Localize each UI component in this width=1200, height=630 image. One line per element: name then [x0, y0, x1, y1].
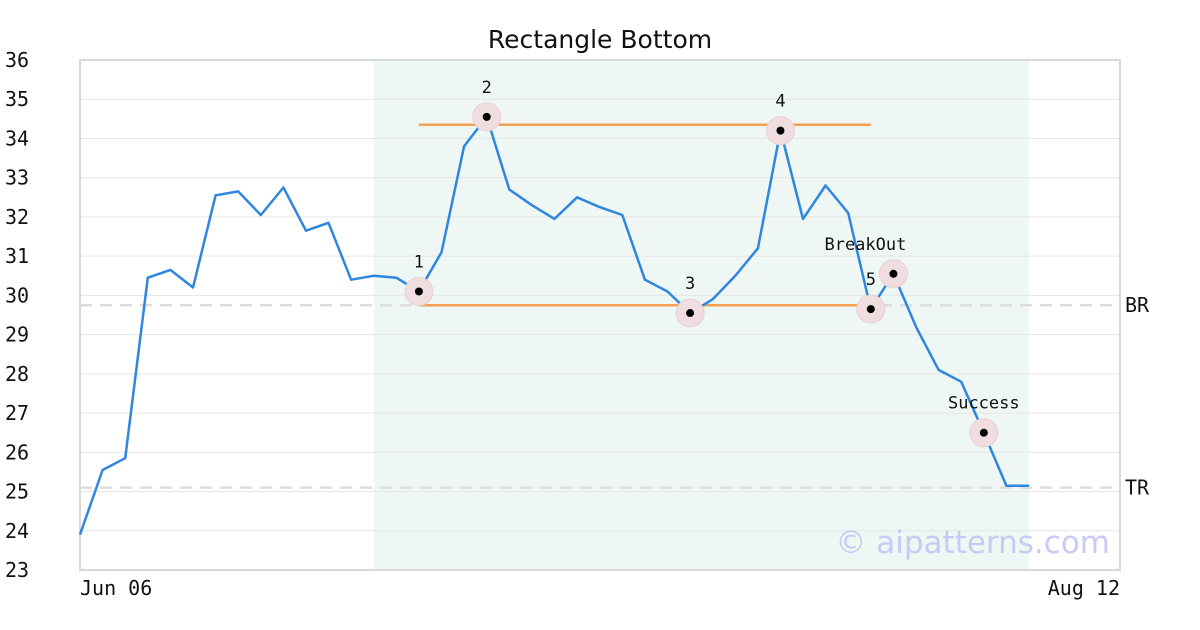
x-axis-ticks: Jun 06 Aug 12 — [80, 576, 1120, 600]
marker-dot — [776, 126, 785, 135]
reference-label-br: BR — [1125, 293, 1150, 317]
y-tick-label: 29 — [5, 323, 29, 347]
marker-dot — [979, 428, 988, 437]
chart-title: Rectangle Bottom — [488, 25, 712, 54]
y-axis-ticks: 23 24 25 26 27 28 29 30 31 32 33 34 35 36 — [5, 48, 29, 582]
plot-frame — [79, 59, 1121, 571]
point-label: 1 — [414, 252, 424, 272]
marker-dot — [889, 269, 898, 278]
reference-label-tr: TR — [1125, 476, 1150, 500]
y-tick-label: 26 — [5, 440, 29, 464]
y-tick-label: 24 — [5, 519, 29, 543]
y-tick-label: 25 — [5, 480, 29, 504]
y-tick-label: 31 — [5, 244, 29, 268]
point-label: 5 — [866, 270, 876, 290]
y-tick-label: 34 — [5, 126, 29, 150]
y-tick-label: 27 — [5, 401, 29, 425]
point-label: 4 — [775, 92, 785, 112]
marker-dot — [686, 309, 695, 318]
marked-points: 1 2 3 4 5 BreakOut Success — [404, 78, 1020, 448]
marker-dot — [414, 287, 423, 296]
point-label: BreakOut — [824, 235, 906, 255]
point-label: 3 — [685, 274, 695, 294]
gridlines — [80, 98, 1120, 532]
marker-dot — [482, 112, 491, 121]
y-tick-label: 32 — [5, 205, 29, 229]
y-tick-label: 33 — [5, 166, 29, 190]
x-tick-label: Aug 12 — [1048, 576, 1120, 600]
point-label: 2 — [482, 78, 492, 98]
y-tick-label: 28 — [5, 362, 29, 386]
marker-dot — [866, 305, 875, 314]
y-tick-label: 30 — [5, 283, 29, 307]
y-tick-label: 36 — [5, 48, 29, 72]
watermark: © aipatterns.com — [835, 525, 1110, 561]
y-tick-label: 35 — [5, 87, 29, 111]
x-tick-label: Jun 06 — [80, 576, 152, 600]
point-label: Success — [948, 394, 1020, 414]
y-tick-label: 23 — [5, 558, 29, 582]
